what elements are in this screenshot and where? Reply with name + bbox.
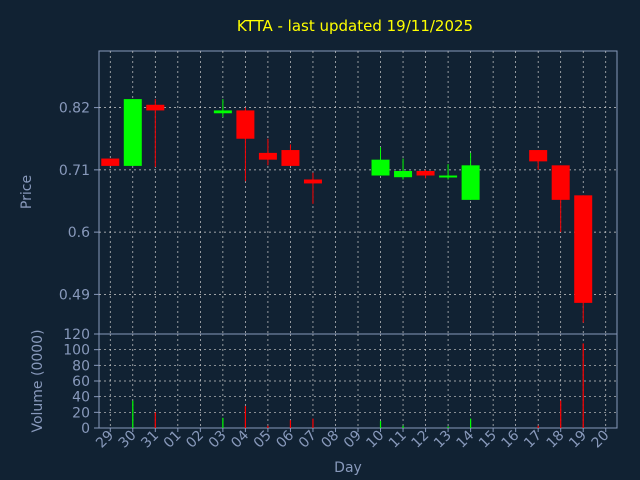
candle-body (529, 150, 548, 162)
volume-tick-label: 100 (63, 343, 90, 359)
candle-body (101, 158, 120, 166)
chart-title: KTTA - last updated 19/11/2025 (237, 17, 473, 35)
candle-body (439, 175, 458, 178)
price-tick-label: 0.82 (59, 101, 90, 117)
candle-body (123, 99, 142, 166)
volume-axis-label: Volume (0000) (30, 329, 46, 432)
candle-body (416, 170, 435, 176)
volume-tick-label: 120 (63, 327, 90, 343)
price-panel: 0.49 0.6 0.71 0.82 (59, 50, 618, 335)
candle-body (281, 150, 300, 166)
candle-body (258, 152, 277, 160)
candle-body (461, 165, 480, 200)
candle-body (146, 104, 165, 111)
candle-body (371, 159, 390, 176)
volume-tick-label: 40 (72, 390, 90, 406)
candle-body (574, 195, 593, 303)
candle-body (236, 110, 255, 139)
price-tick-label: 0.71 (59, 163, 90, 179)
volume-tick-label: 60 (72, 374, 90, 390)
day-axis-label: Day (334, 460, 362, 476)
candle-body (303, 179, 322, 184)
price-tick-label: 0.49 (59, 287, 90, 303)
price-tick-label: 0.6 (68, 225, 90, 241)
day-tick-labels: 2930310102030405060708091011121314151617… (93, 427, 612, 451)
volume-tick-label: 20 (72, 405, 90, 421)
candle-body (551, 165, 570, 200)
candle-body (394, 170, 413, 178)
candle-body (213, 110, 232, 114)
volume-tick-label: 0 (81, 421, 90, 437)
price-axis-label: Price (19, 175, 35, 209)
volume-tick-label: 80 (72, 358, 90, 374)
